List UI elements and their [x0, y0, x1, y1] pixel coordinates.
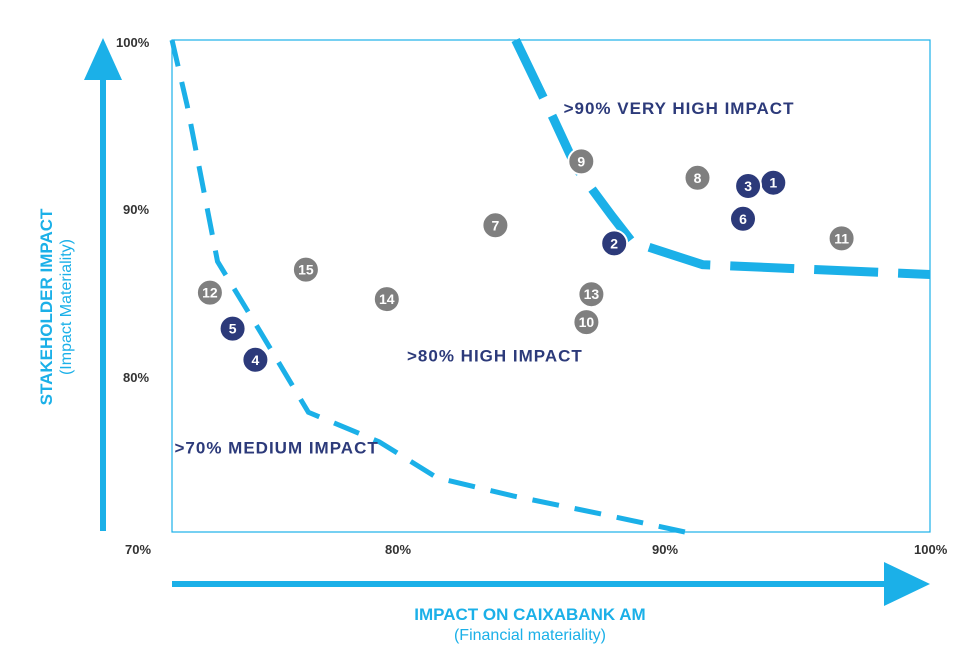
data-point-13: 13: [577, 280, 606, 309]
data-point-label: 5: [229, 321, 237, 337]
data-point-label: 6: [739, 211, 747, 227]
data-point-12: 12: [195, 278, 224, 307]
data-point-label: 8: [694, 170, 702, 186]
data-point-label: 13: [584, 286, 600, 302]
data-point-label: 2: [610, 235, 618, 251]
data-point-marker: [729, 204, 757, 233]
y-tick-100: 100%: [116, 35, 150, 50]
data-point-marker: [241, 345, 270, 374]
data-point-marker: [481, 211, 510, 240]
data-point-label: 9: [577, 153, 585, 169]
data-point-label: 15: [298, 262, 314, 278]
data-point-marker: [577, 280, 606, 309]
data-point-marker: [195, 278, 224, 307]
data-point-1: 1: [759, 168, 788, 197]
data-point-marker: [827, 224, 856, 253]
data-point-3: 3: [734, 172, 763, 200]
threshold-80-line: [169, 39, 686, 535]
data-point-5: 5: [218, 314, 247, 343]
threshold-90-line: [511, 38, 931, 279]
data-point-marker: [683, 163, 712, 192]
zone-label-very-high: >90% VERY HIGH IMPACT: [564, 99, 795, 118]
y-tick-90: 90%: [123, 202, 149, 217]
data-point-label: 12: [202, 285, 218, 301]
y-axis-subtitle: (Impact Materiality): [58, 239, 75, 375]
data-point-label: 1: [769, 175, 777, 191]
y-tick-80: 80%: [123, 370, 149, 385]
x-tick-70: 70%: [125, 542, 151, 557]
data-point-4: 4: [241, 345, 270, 374]
data-point-marker: [291, 255, 320, 284]
data-point-7: 7: [481, 211, 510, 240]
data-point-11: 11: [827, 224, 856, 253]
data-point-14: 14: [372, 285, 401, 314]
data-point-label: 11: [834, 230, 849, 246]
data-point-15: 15: [291, 255, 320, 284]
data-point-marker: [218, 314, 247, 343]
x-axis-arrow: [172, 562, 930, 606]
zone-label-high: >80% HIGH IMPACT: [407, 346, 583, 365]
data-point-2: 2: [600, 229, 629, 258]
x-tick-100: 100%: [914, 542, 948, 557]
data-point-label: 3: [744, 178, 752, 194]
data-point-marker: [600, 229, 629, 258]
data-point-6: 6: [729, 204, 757, 233]
x-tick-80: 80%: [385, 542, 411, 557]
data-point-label: 4: [252, 352, 260, 368]
plot-frame: [171, 39, 931, 533]
data-point-label: 14: [379, 291, 395, 307]
y-axis-arrow: [84, 38, 122, 531]
x-tick-90: 90%: [652, 542, 678, 557]
data-point-8: 8: [683, 163, 712, 192]
data-point-marker: [372, 285, 401, 314]
y-axis-title: STAKEHOLDER IMPACT: [37, 208, 56, 405]
data-point-marker: [734, 172, 763, 200]
data-point-10: 10: [572, 308, 601, 337]
data-point-label: 7: [492, 217, 500, 233]
data-point-label: 10: [579, 314, 595, 330]
data-point-marker: [572, 308, 601, 337]
x-axis-subtitle: (Financial materiality): [454, 627, 606, 644]
data-point-9: 9: [567, 147, 596, 176]
x-axis-title: IMPACT ON CAIXABANK AM: [414, 605, 645, 624]
zone-label-medium: >70% MEDIUM IMPACT: [175, 438, 379, 457]
data-point-marker: [567, 147, 596, 176]
